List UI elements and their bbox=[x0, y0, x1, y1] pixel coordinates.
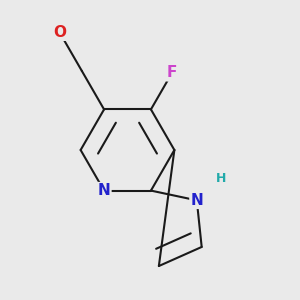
Text: H: H bbox=[216, 172, 226, 185]
Text: F: F bbox=[167, 65, 177, 80]
Text: N: N bbox=[98, 183, 110, 198]
Text: N: N bbox=[190, 193, 203, 208]
Text: O: O bbox=[53, 25, 66, 40]
